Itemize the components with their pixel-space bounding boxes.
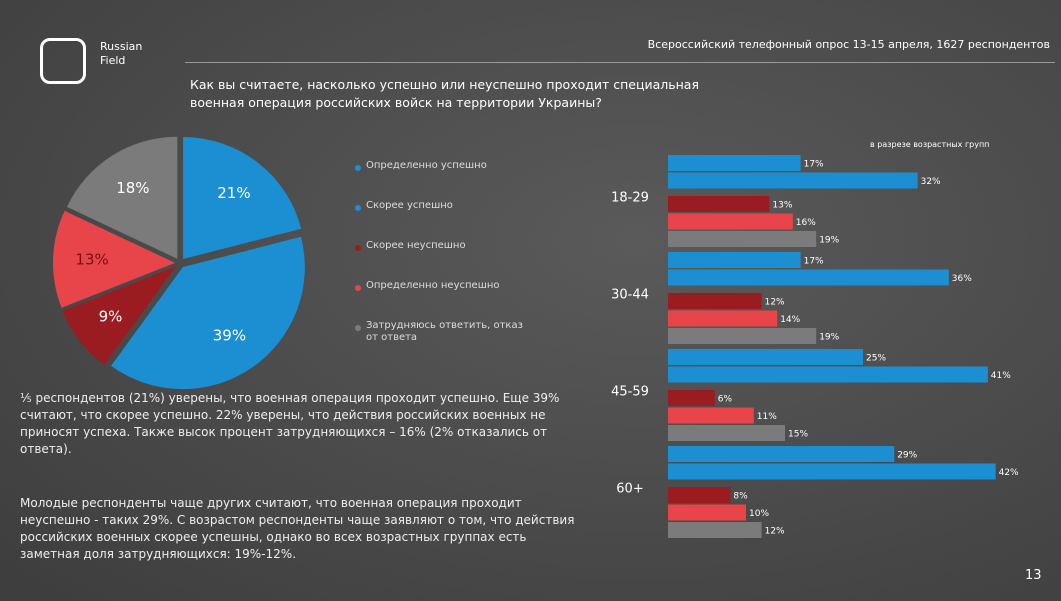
bar-label: 17% [804, 257, 824, 267]
bar [668, 293, 762, 309]
bar-label: 29% [897, 451, 917, 461]
bar [668, 487, 731, 503]
legend-marker [355, 245, 361, 251]
legend-marker [355, 205, 361, 211]
y-tick-label: 18-29 [611, 191, 649, 206]
bar [668, 407, 754, 424]
pie-label: 39% [213, 326, 246, 344]
pie-label: 18% [116, 179, 149, 197]
legend-item: Затрудняюсь ответить, отказ от ответа [366, 320, 523, 343]
pie-slice [53, 210, 176, 308]
legend-item: Скорее успешно [366, 200, 453, 211]
bar-label: 11% [757, 412, 777, 422]
bar-label: 17% [804, 160, 824, 170]
bar [668, 390, 715, 406]
bar [668, 310, 778, 327]
y-tick-label: 45-59 [611, 385, 649, 400]
bar [668, 446, 895, 462]
bar-label: 19% [819, 333, 839, 343]
legend-item: Определенно неуспешно [366, 280, 500, 291]
legend-item: Определенно успешно [366, 160, 487, 171]
bar [668, 366, 988, 383]
legend-label: Скорее неуспешно [366, 240, 466, 251]
subtitle: в разрезе возрастных групп [870, 140, 990, 149]
y-tick-label: 30-44 [611, 288, 649, 303]
legend-marker [355, 285, 361, 291]
bar [668, 425, 785, 441]
bar-label: 16% [796, 218, 816, 228]
legend-label: Определенно неуспешно [366, 280, 500, 291]
bar-label: 36% [952, 274, 972, 284]
bar [668, 155, 801, 171]
bar [668, 196, 770, 212]
bar-label: 14% [780, 315, 800, 325]
bar [668, 522, 762, 538]
question: Как вы считаете, насколько успешно или н… [190, 77, 699, 110]
pie-label: 13% [75, 251, 108, 269]
logo-text: Russian Field [100, 40, 143, 67]
logo-box [40, 38, 86, 84]
legend-marker [355, 165, 361, 171]
bar-label: 13% [772, 201, 792, 211]
bar [668, 252, 801, 268]
bar [668, 504, 746, 521]
bar [668, 328, 817, 344]
bar-label: 15% [788, 430, 808, 440]
bar-label: 12% [765, 298, 785, 308]
legend-marker [355, 325, 361, 331]
bar [668, 269, 949, 286]
y-tick-label: 60+ [616, 482, 643, 497]
bar-label: 42% [999, 468, 1019, 478]
bar [668, 463, 996, 480]
bar [668, 213, 793, 230]
paragraph: ⅕ респондентов (21%) уверены, что военна… [20, 391, 560, 456]
legend-item: Скорее неуспешно [366, 240, 466, 251]
header-line [185, 62, 1055, 63]
pie-slice [111, 236, 305, 390]
bar-label: 19% [819, 236, 839, 246]
bar-label: 12% [765, 527, 785, 537]
header: Всероссийский телефонный опрос 13-15 апр… [647, 38, 1050, 51]
pie-slice [66, 136, 178, 259]
pie-label: 9% [99, 307, 123, 325]
bar [668, 172, 918, 189]
legend-label: Затрудняюсь ответить, отказ от ответа [366, 320, 523, 343]
bar-label: 25% [866, 354, 886, 364]
legend-label: Определенно успешно [366, 160, 487, 171]
pie-slice [183, 137, 302, 260]
bar-label: 8% [733, 492, 748, 502]
bar-label: 10% [749, 509, 769, 519]
bar [668, 231, 817, 247]
page-number: 13 [1025, 568, 1042, 583]
bar-label: 32% [921, 177, 941, 187]
pie-slice [62, 266, 177, 365]
bar-label: 6% [718, 395, 733, 405]
bar-label: 41% [991, 371, 1011, 381]
legend-label: Скорее успешно [366, 200, 453, 211]
pie-label: 21% [217, 184, 250, 202]
paragraph: Молодые респонденты чаще других считают,… [20, 496, 575, 561]
bar [668, 349, 863, 365]
